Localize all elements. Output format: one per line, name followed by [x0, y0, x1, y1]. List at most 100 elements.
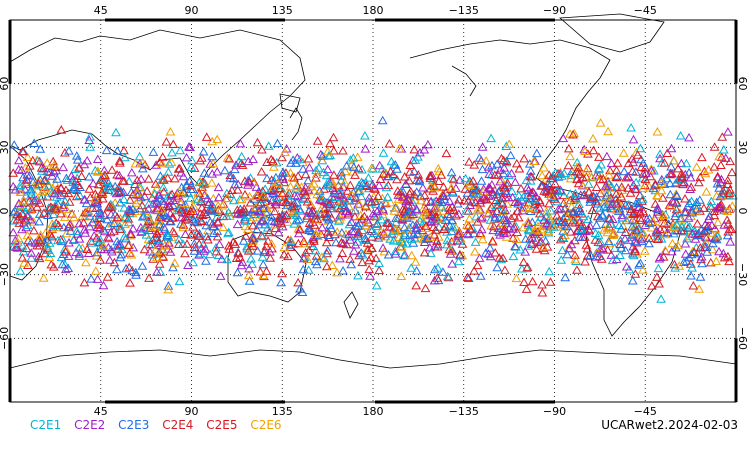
observation-marker [249, 209, 259, 219]
observation-marker [408, 220, 418, 229]
observation-marker [543, 226, 554, 236]
observation-marker [269, 206, 280, 216]
observation-marker [681, 158, 692, 168]
observation-marker [463, 195, 474, 205]
observation-marker [633, 224, 644, 233]
observation-marker [399, 222, 410, 232]
observation-marker [102, 214, 112, 224]
observation-marker [492, 262, 503, 272]
observation-marker [65, 226, 76, 235]
observation-marker [298, 164, 308, 173]
observation-marker [251, 182, 262, 191]
observation-marker [130, 267, 141, 277]
observation-marker [57, 234, 68, 244]
observation-marker [288, 155, 298, 164]
observation-marker [254, 206, 264, 216]
observation-marker [439, 224, 449, 233]
observation-marker [173, 164, 184, 173]
observation-marker [652, 126, 663, 136]
observation-marker [355, 185, 365, 195]
observation-marker [98, 241, 109, 250]
observation-marker [518, 192, 529, 201]
observation-marker [697, 258, 707, 268]
observation-marker [169, 173, 180, 183]
observation-marker [92, 222, 103, 231]
observation-marker [362, 238, 373, 247]
observation-marker [631, 167, 641, 176]
observation-marker [688, 280, 699, 290]
observation-marker [285, 235, 296, 244]
observation-marker [327, 260, 338, 269]
observation-marker [573, 178, 584, 188]
observation-marker [94, 205, 105, 215]
observation-marker [222, 153, 233, 162]
right-lat-tick-label: −60 [736, 327, 749, 350]
observation-marker [521, 284, 532, 293]
observation-marker [262, 223, 273, 232]
observation-marker [47, 183, 58, 192]
observation-marker [16, 165, 27, 174]
observation-marker [581, 166, 591, 175]
observation-marker [58, 200, 69, 209]
observation-marker [236, 194, 247, 204]
observation-marker [90, 189, 101, 198]
observation-marker [607, 229, 618, 239]
observation-marker [667, 168, 677, 178]
observation-marker [572, 174, 582, 184]
observation-marker [268, 162, 279, 171]
observation-marker [119, 212, 130, 222]
observation-marker [648, 183, 659, 193]
observation-marker [550, 178, 561, 188]
observation-marker [235, 138, 246, 148]
observation-marker [230, 239, 241, 248]
observation-marker [475, 198, 486, 207]
observation-marker [33, 179, 44, 188]
observation-marker [255, 266, 266, 276]
observation-marker [166, 157, 177, 167]
observation-marker [500, 186, 511, 195]
observation-marker [298, 253, 309, 263]
bottom-lon-tick-label: 45 [94, 405, 108, 418]
observation-marker [706, 228, 717, 237]
observation-marker [392, 186, 403, 195]
observation-marker [599, 201, 609, 211]
observation-marker [409, 144, 420, 154]
observation-marker [552, 211, 562, 220]
observation-marker [70, 164, 81, 173]
observation-marker [95, 255, 106, 264]
observation-marker [531, 148, 542, 158]
observation-marker [724, 224, 735, 233]
bottom-lon-tick-label: −45 [634, 405, 657, 418]
observation-marker [126, 167, 137, 177]
observation-marker [157, 152, 168, 161]
observation-marker [359, 211, 370, 221]
observation-marker [110, 197, 120, 207]
observation-marker [93, 166, 103, 175]
observation-marker [151, 229, 162, 238]
observation-marker [637, 236, 648, 246]
observation-marker [638, 169, 649, 178]
observation-marker [603, 236, 614, 246]
observation-marker [81, 198, 92, 208]
observation-marker [357, 257, 368, 267]
observation-marker [59, 188, 70, 197]
observation-marker [420, 207, 431, 217]
observation-marker [82, 155, 93, 165]
observation-marker [350, 211, 360, 221]
observation-marker [84, 211, 95, 220]
observation-marker [627, 275, 638, 285]
observation-marker [580, 256, 590, 266]
observation-marker [594, 251, 605, 260]
observation-marker [702, 247, 712, 256]
observation-marker [71, 226, 82, 235]
observation-marker [336, 238, 347, 247]
observation-marker [579, 189, 590, 199]
observation-marker [602, 245, 613, 254]
observation-marker [331, 237, 341, 247]
observation-marker [595, 118, 606, 127]
observation-marker [407, 209, 418, 218]
observation-marker [317, 155, 327, 164]
observation-marker [165, 247, 176, 256]
observation-marker [388, 236, 399, 245]
observation-marker [619, 166, 630, 176]
